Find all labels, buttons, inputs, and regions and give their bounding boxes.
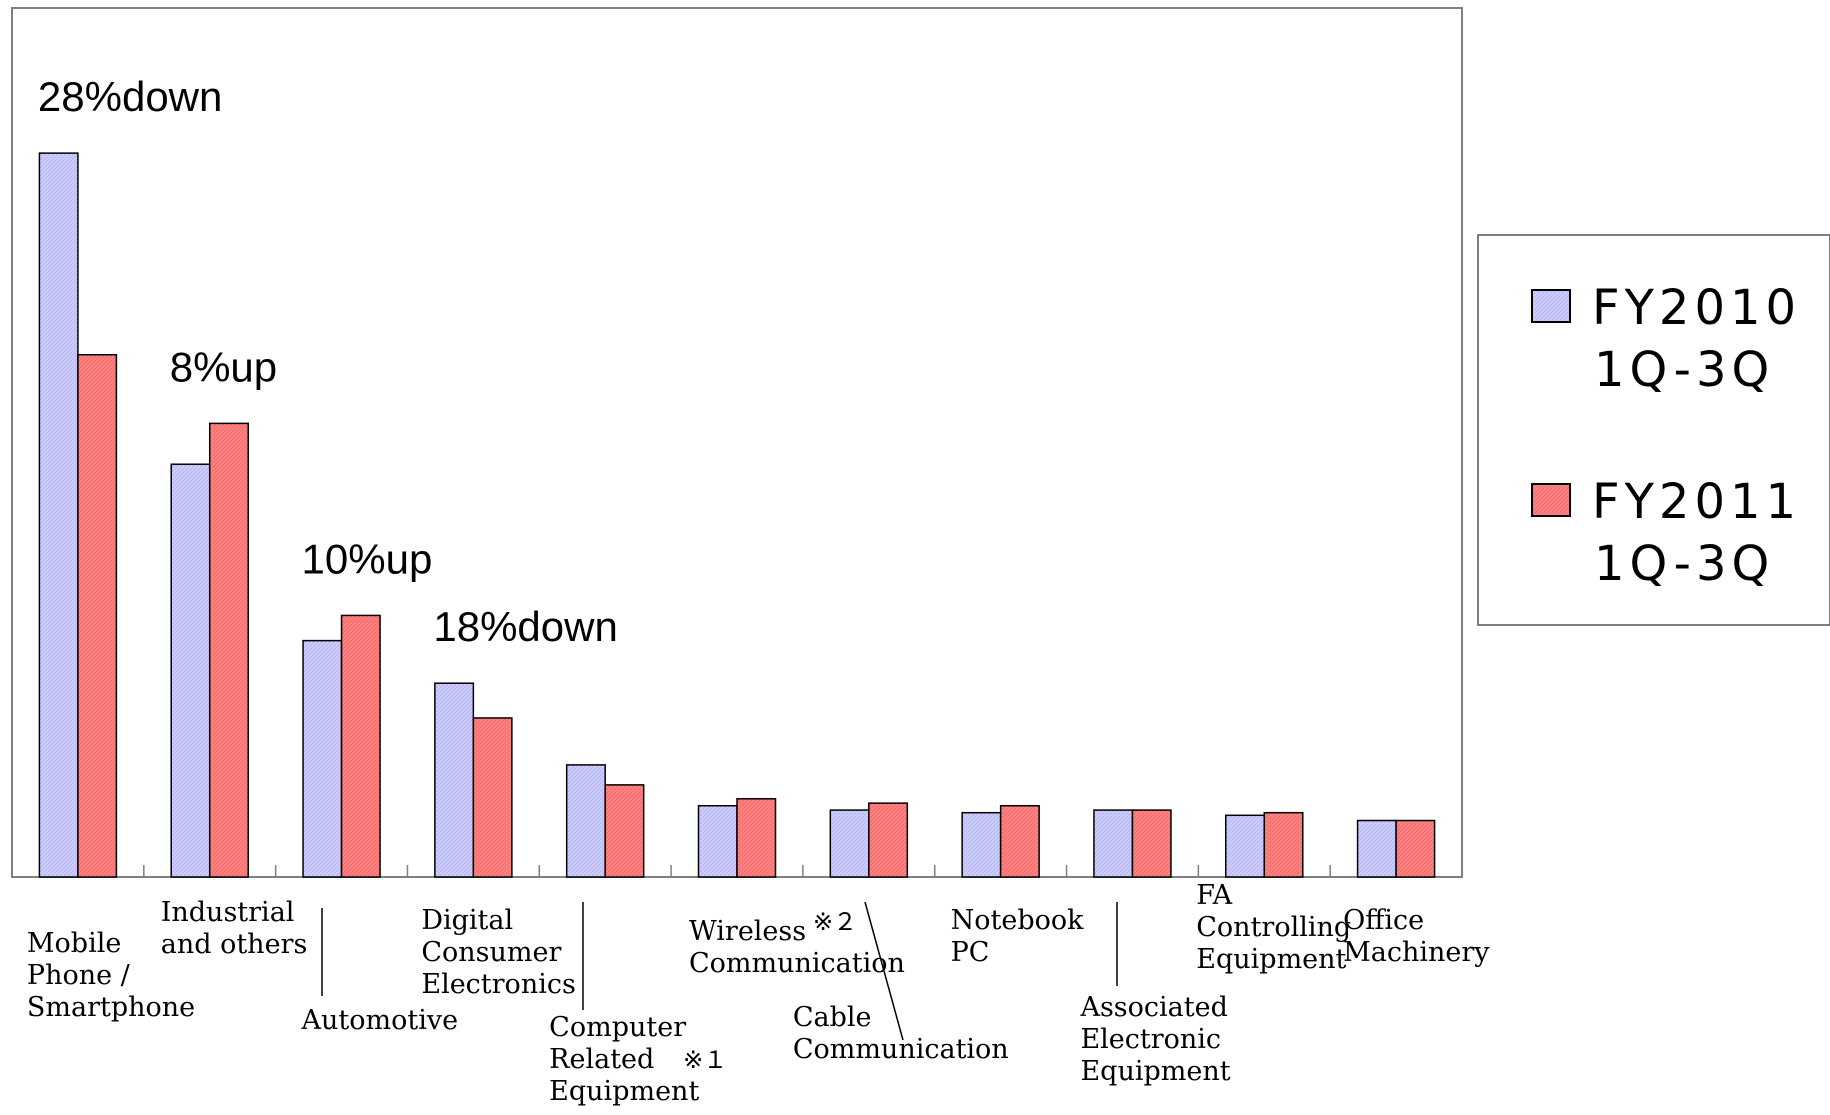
bar-series1-cat0	[77, 353, 118, 878]
bar-series1-cat9	[1263, 811, 1304, 878]
bar-series0-cat9	[1225, 814, 1266, 878]
bar-series1-cat3	[472, 717, 513, 878]
footnote-marker: ※２	[813, 908, 857, 936]
bar-series0-cat5	[697, 804, 738, 878]
bar-series0-cat10	[1356, 819, 1397, 878]
legend-entry-series1: FY2011 1Q-3Q	[1592, 474, 1801, 592]
x-tick-label: FA Controlling Equipment	[1196, 880, 1351, 975]
x-tick-label: Notebook PC	[951, 905, 1085, 968]
x-tick-label: Computer Related Equipment	[549, 1012, 699, 1107]
annotation-label: 10%up	[302, 535, 433, 582]
bar-series0-cat7	[961, 811, 1002, 878]
bar-series1-cat6	[868, 802, 909, 878]
bar-series1-cat8	[1131, 809, 1172, 878]
x-tick-label: Digital Consumer Electronics	[421, 905, 575, 1000]
bar-series0-cat8	[1093, 809, 1134, 878]
x-tick-label: Industrial and others	[161, 897, 308, 960]
legend-entry-series0: FY2010 1Q-3Q	[1592, 280, 1801, 398]
x-tick-label: Associated Electronic Equipment	[1079, 992, 1230, 1087]
bar-series1-cat4	[604, 784, 645, 878]
annotation-label: 8%up	[170, 343, 277, 390]
bar-series0-cat6	[829, 809, 870, 878]
legend-swatch-series0	[1531, 289, 1571, 323]
annotation-label: 28%down	[38, 73, 222, 120]
bar-series1-cat5	[736, 798, 777, 878]
bar-series0-cat0	[38, 152, 79, 878]
x-tick-label: Office Machinery	[1343, 905, 1490, 968]
plot-area	[11, 7, 1463, 878]
bar-series0-cat3	[434, 682, 475, 878]
footnote-marker: ※１	[683, 1046, 727, 1074]
x-tick-label: Automotive	[301, 1005, 459, 1036]
bar-series1-cat2	[340, 614, 381, 878]
label-leader-line	[864, 901, 904, 1041]
x-tick-label: Cable Communication	[793, 1002, 1009, 1065]
bar-series1-cat1	[208, 422, 249, 878]
bar-series1-cat10	[1395, 819, 1436, 878]
x-tick-label: Mobile Phone / Smartphone	[27, 928, 195, 1023]
bar-series0-cat4	[565, 764, 606, 878]
legend: FY2010 1Q-3Q FY2011 1Q-3Q	[1477, 234, 1830, 626]
legend-swatch-series1	[1531, 483, 1571, 517]
x-tick-label: Wireless Communication	[689, 916, 905, 979]
bar-series0-cat2	[302, 639, 343, 878]
bar-series1-cat7	[999, 804, 1040, 878]
annotation-label: 18%down	[433, 603, 617, 650]
bar-series0-cat1	[170, 463, 211, 878]
